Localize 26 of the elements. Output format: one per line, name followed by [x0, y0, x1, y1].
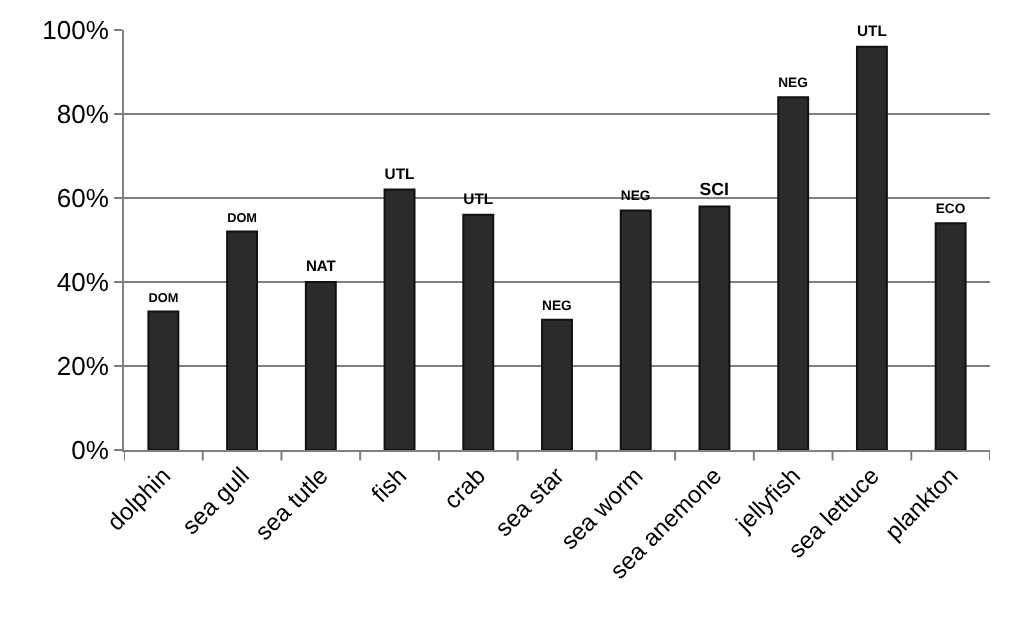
bar — [541, 318, 573, 450]
bar — [383, 188, 416, 450]
data-label: UTL — [384, 164, 416, 183]
bar — [619, 209, 652, 450]
x-tick-label: sea gull — [176, 461, 255, 541]
x-tick-label: sea tutle — [249, 461, 334, 546]
bar — [934, 222, 967, 450]
bar — [855, 45, 888, 450]
y-tick-label: 60% — [56, 183, 110, 214]
bar — [462, 213, 495, 450]
bar — [304, 281, 337, 450]
bar — [777, 96, 810, 450]
y-tick-label: 40% — [56, 267, 110, 298]
bar — [147, 310, 180, 450]
data-label: NAT — [305, 257, 337, 276]
bar — [226, 230, 259, 450]
y-tick-label: 0% — [71, 435, 110, 466]
x-tick-label: crab — [438, 461, 492, 515]
data-label: SCI — [699, 179, 730, 200]
y-tick-label: 20% — [56, 351, 110, 382]
bar — [698, 205, 731, 450]
y-tick-label: 100% — [42, 15, 110, 46]
x-tick-label: fish — [366, 461, 413, 508]
y-tick-label: 80% — [56, 99, 110, 130]
data-label: UTL — [463, 190, 494, 209]
data-label: UTL — [856, 22, 888, 41]
